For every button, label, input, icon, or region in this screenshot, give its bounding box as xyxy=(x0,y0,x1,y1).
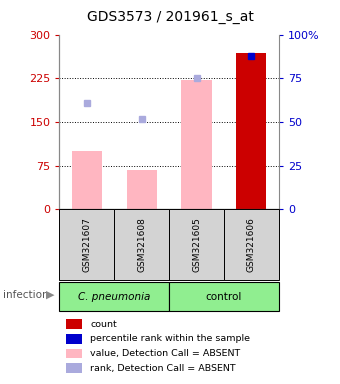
Text: C. pneumonia: C. pneumonia xyxy=(78,291,151,302)
Bar xyxy=(182,80,211,209)
Bar xyxy=(236,53,267,209)
Bar xyxy=(127,170,157,209)
Text: ▶: ▶ xyxy=(46,290,54,300)
Text: GDS3573 / 201961_s_at: GDS3573 / 201961_s_at xyxy=(87,10,253,23)
Text: rank, Detection Call = ABSENT: rank, Detection Call = ABSENT xyxy=(90,364,236,372)
Text: value, Detection Call = ABSENT: value, Detection Call = ABSENT xyxy=(90,349,240,358)
Bar xyxy=(72,151,102,209)
Bar xyxy=(59,209,114,280)
Text: percentile rank within the sample: percentile rank within the sample xyxy=(90,334,250,343)
Text: GSM321607: GSM321607 xyxy=(82,217,91,272)
Bar xyxy=(169,209,224,280)
Bar xyxy=(114,209,169,280)
Text: GSM321606: GSM321606 xyxy=(247,217,256,272)
Text: infection: infection xyxy=(3,290,49,300)
Text: count: count xyxy=(90,320,117,329)
Text: GSM321605: GSM321605 xyxy=(192,217,201,272)
Bar xyxy=(224,209,279,280)
Text: GSM321608: GSM321608 xyxy=(137,217,146,272)
Bar xyxy=(59,282,169,311)
Text: control: control xyxy=(206,291,242,302)
Bar xyxy=(169,282,279,311)
